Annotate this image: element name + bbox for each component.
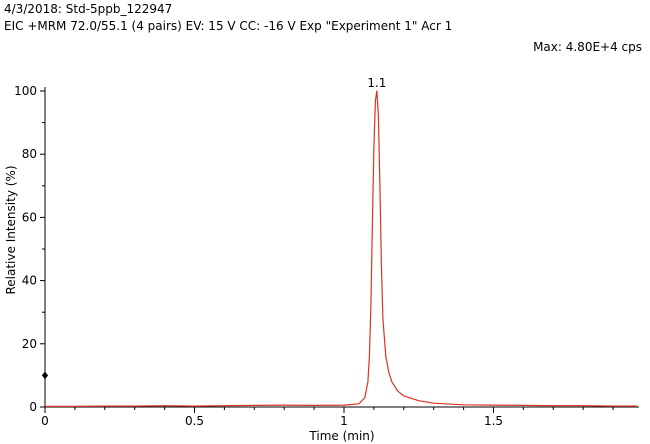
x-tick-label: 1.5 — [484, 414, 503, 428]
max-intensity-label: Max: 4.80E+4 cps — [533, 40, 642, 54]
y-tick-label: 40 — [22, 274, 37, 288]
y-axis-label: Relative Intensity (%) — [4, 165, 18, 294]
x-tick-label: 0 — [41, 414, 49, 428]
series-line — [45, 90, 637, 407]
y-tick-label: 0 — [29, 400, 37, 414]
threshold-marker — [42, 371, 48, 380]
chart-series — [45, 90, 637, 407]
chart-ticks: 0 20 40 60 80 100 0 0.5 1 1.5 — [14, 84, 614, 428]
y-tick-label: 60 — [22, 210, 37, 224]
y-tick-label: 20 — [22, 337, 37, 351]
y-tick-label: 80 — [22, 147, 37, 161]
y-tick-label: 100 — [14, 84, 37, 98]
sample-title: 4/3/2018: Std-5ppb_122947 — [4, 2, 173, 16]
x-axis-label: Time (min) — [308, 429, 374, 443]
peak-label: 1.1 — [367, 76, 386, 90]
scan-description: EIC +MRM 72.0/55.1 (4 pairs) EV: 15 V CC… — [4, 19, 453, 33]
x-tick-label: 0.5 — [185, 414, 204, 428]
x-tick-label: 1 — [340, 414, 348, 428]
chart-axes — [44, 87, 639, 408]
